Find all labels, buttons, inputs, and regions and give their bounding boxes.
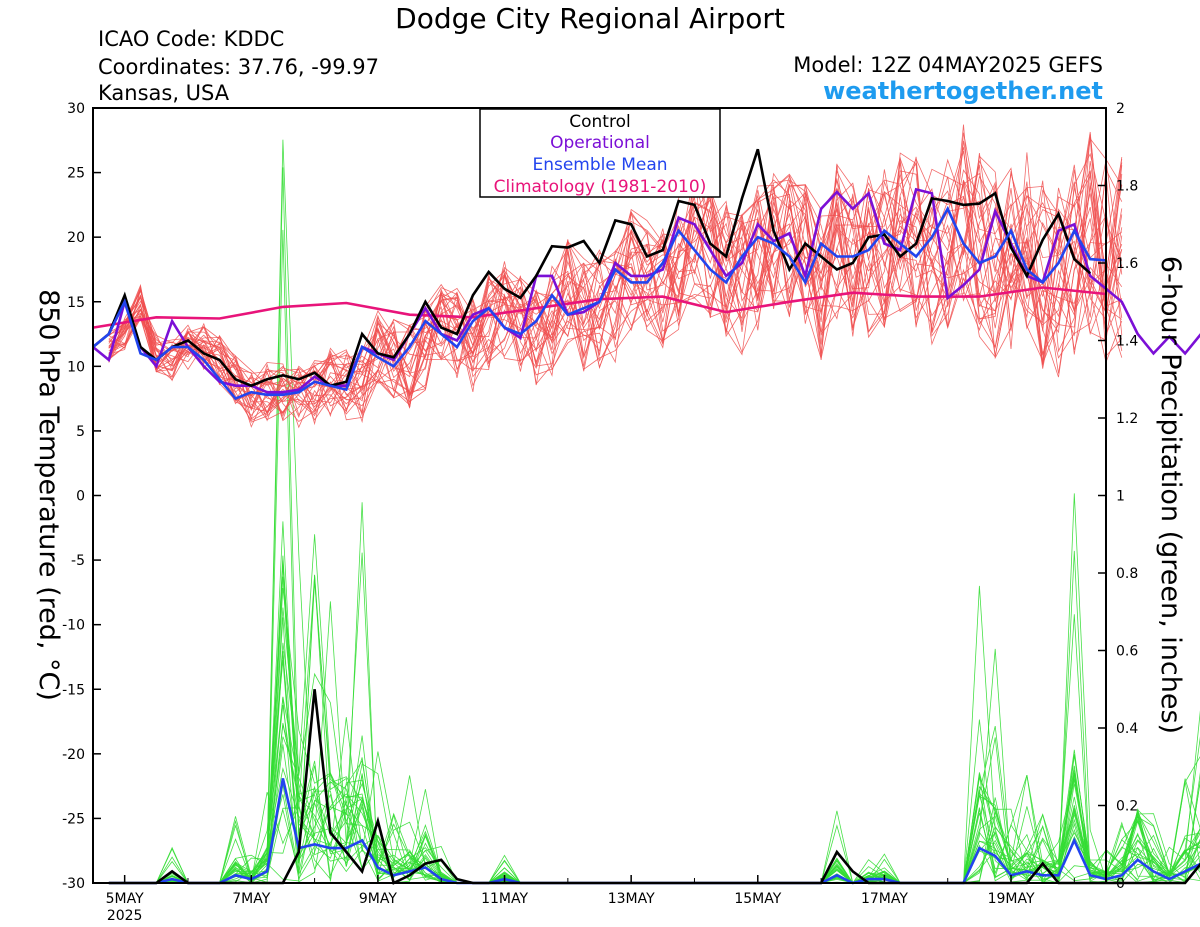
legend-mean: Ensemble Mean xyxy=(532,155,667,175)
model-run: Model: 12Z 04MAY2025 GEFS xyxy=(793,53,1103,77)
region: Kansas, USA xyxy=(98,81,230,105)
left-axis-title: 850 hPa Temperature (red, °C) xyxy=(33,289,64,701)
right-tick-label: 0.6 xyxy=(1116,644,1138,660)
main-series xyxy=(92,148,1200,885)
legend-box xyxy=(479,108,721,198)
x-tick-label: 13MAY xyxy=(608,891,655,907)
temp-member-line xyxy=(108,140,1123,405)
right-axis: 2 1.8 1.6 1.4 1.2 1 0.8 0.6 0.4 0.2 0 xyxy=(1098,101,1138,892)
left-tick-label: -5 xyxy=(71,553,85,569)
legend: Control Operational Ensemble Mean Climat… xyxy=(479,108,721,198)
left-tick-label: 0 xyxy=(76,489,85,505)
temp-member-line xyxy=(108,171,1122,412)
left-tick-label: 20 xyxy=(67,230,85,246)
icao-code: ICAO Code: KDDC xyxy=(98,27,285,51)
mean-temp-line xyxy=(92,205,1107,401)
temp-member-line xyxy=(108,165,1123,416)
right-tick-label: 0 xyxy=(1116,876,1125,892)
x-tick-label: 17MAY xyxy=(861,891,908,907)
x-tick-label: 15MAY xyxy=(734,891,781,907)
legend-climo: Climatology (1981-2010) xyxy=(494,177,707,197)
left-tick-label: 30 xyxy=(67,101,85,117)
x-tick-label: 5MAY xyxy=(106,891,144,907)
right-tick-label: 0.4 xyxy=(1116,721,1138,737)
left-tick-label: -10 xyxy=(62,618,85,634)
right-tick-label: 0.2 xyxy=(1116,799,1138,815)
right-tick-label: 1.8 xyxy=(1116,179,1138,195)
left-tick-label: -30 xyxy=(62,876,85,892)
left-tick-label: -15 xyxy=(62,682,85,698)
left-tick-label: -20 xyxy=(62,747,85,763)
right-tick-label: 1.6 xyxy=(1116,256,1138,272)
x-tick-label: 7MAY xyxy=(232,891,270,907)
site-link[interactable]: weathertogether.net xyxy=(823,77,1103,105)
x-tick-label: 19MAY xyxy=(988,891,1035,907)
right-tick-label: 1.4 xyxy=(1116,334,1138,350)
right-axis-title: 6-hour Precipitation (green, inches) xyxy=(1155,256,1186,734)
left-tick-label: -25 xyxy=(62,811,85,827)
right-tick-label: 1.2 xyxy=(1116,411,1138,427)
left-tick-label: 5 xyxy=(76,424,85,440)
chart-title: Dodge City Regional Airport xyxy=(395,2,785,35)
left-axis: 30 25 20 15 10 5 0 -5 -10 -15 -20 -25 -30 xyxy=(62,101,101,892)
x-tick-label: 11MAY xyxy=(481,891,528,907)
left-tick-label: 15 xyxy=(67,295,85,311)
x-tick-year: 2025 xyxy=(107,908,143,924)
right-tick-label: 1 xyxy=(1116,489,1125,505)
temp-member-line xyxy=(108,179,1123,419)
x-tick-label: 9MAY xyxy=(359,891,397,907)
right-tick-label: 0.8 xyxy=(1116,566,1138,582)
control-temp-line xyxy=(92,148,1092,388)
coordinates: Coordinates: 37.76, -99.97 xyxy=(98,55,379,79)
left-tick-label: 25 xyxy=(67,166,85,182)
temp-member-line xyxy=(108,163,1123,415)
right-tick-label: 2 xyxy=(1116,101,1125,117)
legend-control: Control xyxy=(569,112,630,132)
temp-member-line xyxy=(108,155,1123,416)
legend-operational: Operational xyxy=(550,133,650,153)
left-tick-label: 10 xyxy=(67,359,85,375)
